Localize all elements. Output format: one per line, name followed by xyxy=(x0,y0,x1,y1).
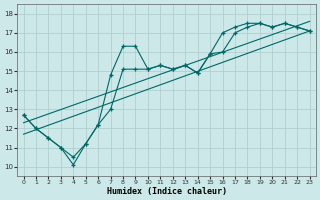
X-axis label: Humidex (Indice chaleur): Humidex (Indice chaleur) xyxy=(107,187,227,196)
